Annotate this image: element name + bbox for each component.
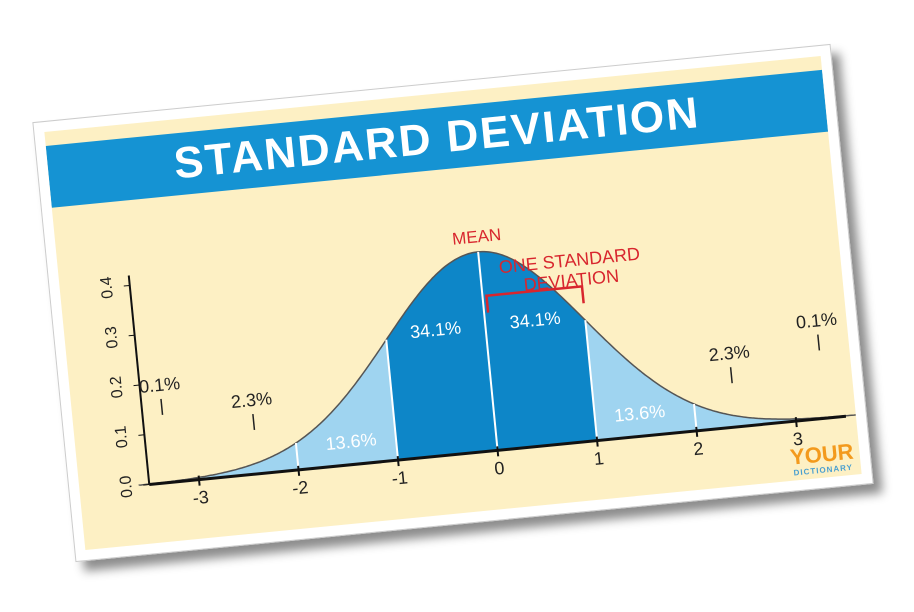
x-tick [396,456,400,467]
y-tick-label: 0.4 [98,276,117,300]
y-tick-label: 0.2 [108,375,127,399]
region-label: 2.3% [230,388,273,412]
label-pointer [817,334,821,351]
label-pointer [160,398,164,415]
x-tick [695,426,699,437]
x-tick-label: -2 [291,477,309,498]
region-label: 0.1% [795,309,838,333]
y-tick-label: 0.1 [112,425,131,449]
label-pointer [729,367,733,384]
y-tick [123,284,130,287]
y-tick [133,384,140,387]
region-5 [585,320,697,441]
region-label: 13.6% [613,401,666,426]
region-2 [295,339,399,470]
y-axis [127,275,151,485]
chart-panel: STANDARD DEVIATION -3 -2 -1 0 1 2 3 0.0 0.1 0.2 0.… [44,55,862,551]
x-tick [496,446,500,457]
normal-curve-chart: -3 -2 -1 0 1 2 3 0.0 0.1 0.2 0.3 0.4 0.1% 2.3% 13.6% 34… [98,225,857,508]
sd-divider [385,339,400,461]
sd-divider [693,403,698,431]
mean-label: MEAN [451,225,502,249]
sd-divider [294,442,300,470]
curve-outline [138,250,857,486]
infographic-card: STANDARD DEVIATION -3 -2 -1 0 1 2 3 0.0 0.1 0.2 0.… [32,43,874,563]
x-tick-label: 2 [692,438,704,459]
region-label: 34.1% [509,308,562,333]
y-tick [128,334,135,337]
y-tick [143,484,150,486]
x-tick [297,465,301,476]
x-tick [595,436,599,447]
x-tick-label: 3 [792,429,804,450]
x-tick [197,475,201,486]
sd-divider [477,251,499,451]
label-pointer [252,413,256,431]
region-label: 2.3% [708,341,751,365]
x-tick-label: 0 [493,458,505,479]
x-tick-label: -3 [192,487,210,508]
one-sd-bracket [485,284,585,313]
region-1 [198,442,299,480]
y-tick [138,434,145,436]
region-3 [386,251,498,461]
x-tick [794,416,798,428]
region-label: 13.6% [325,429,378,454]
y-tick-label: 0.0 [117,475,136,499]
region-label: 34.1% [409,317,462,342]
region-label: 0.1% [138,373,181,397]
x-tick-label: 1 [593,448,605,469]
region-4 [478,251,598,451]
sd-divider [584,320,599,441]
x-tick-label: -1 [391,467,409,488]
y-tick-label: 0.3 [103,325,122,349]
logo: YOUR DICTIONARY [789,439,855,479]
